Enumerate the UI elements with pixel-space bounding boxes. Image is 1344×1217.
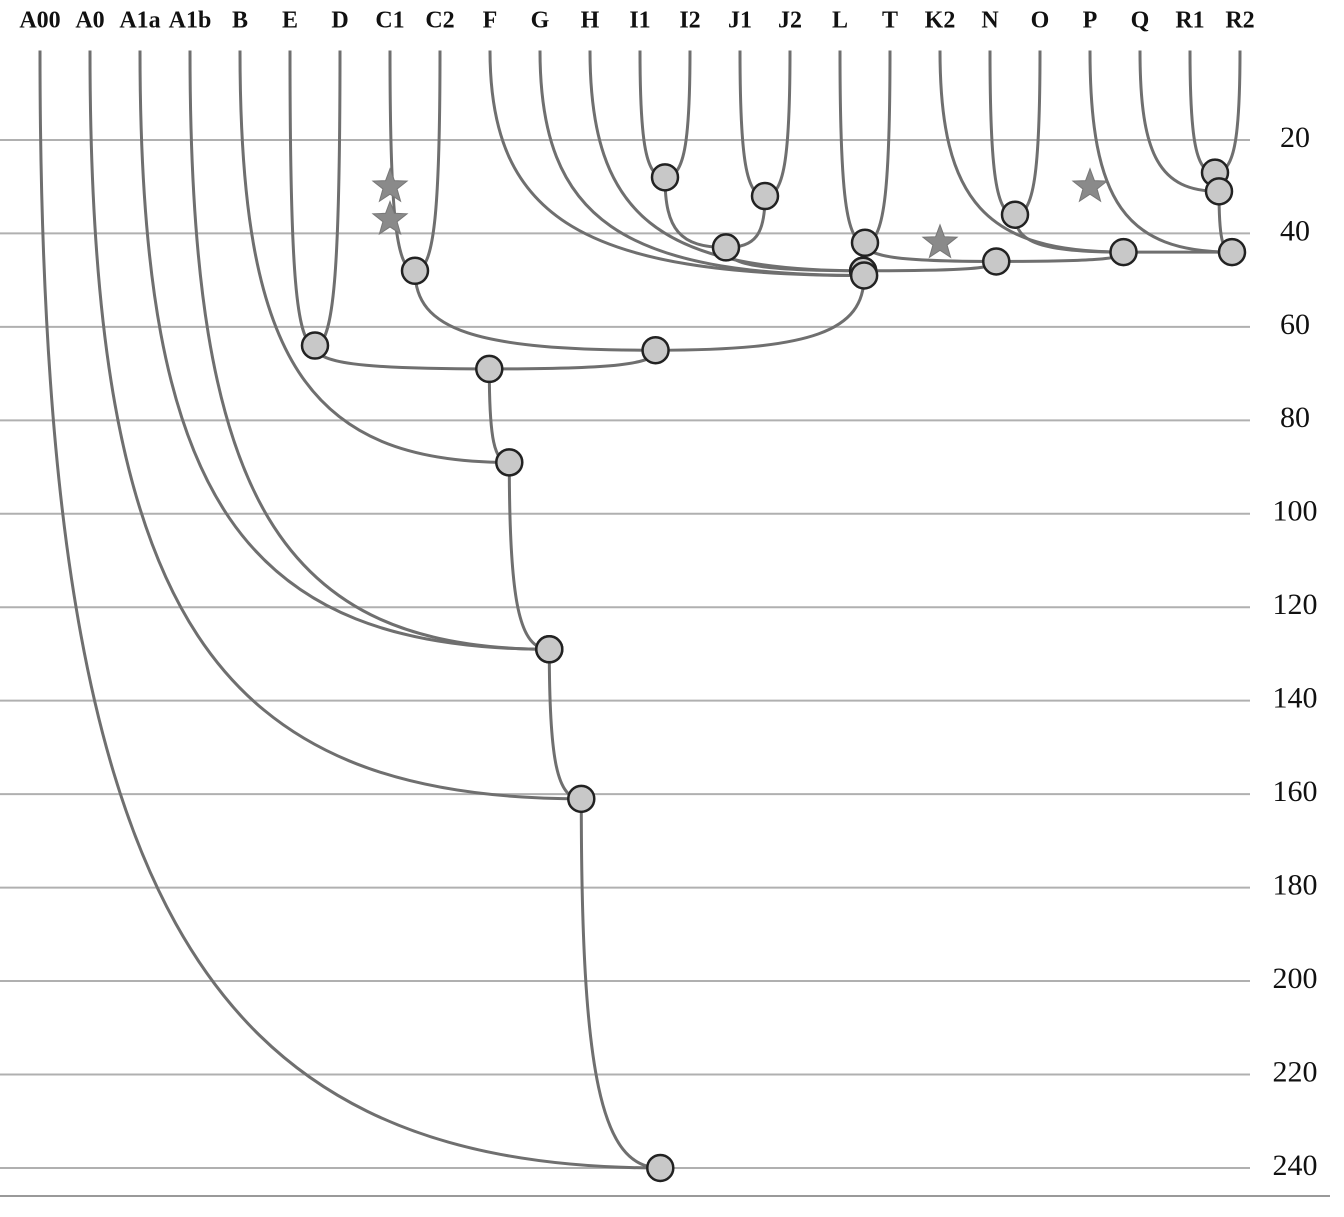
leaf-label: E <box>282 8 298 34</box>
node <box>495 448 524 477</box>
branch <box>1188 50 1216 175</box>
y-tick-label: 140 <box>1273 682 1318 715</box>
leaf-label: T <box>882 8 898 34</box>
node <box>850 228 880 258</box>
leaf-label: J2 <box>778 8 802 34</box>
leaf-label: R1 <box>1175 8 1204 34</box>
leaf-label: C2 <box>425 8 454 34</box>
node <box>400 256 430 286</box>
star <box>921 223 959 259</box>
leaf-label: P <box>1083 8 1098 34</box>
node <box>475 354 504 384</box>
leaf-label: A1b <box>169 8 212 34</box>
y-tick-label: 200 <box>1273 962 1318 995</box>
node <box>567 784 596 814</box>
branch <box>664 50 692 179</box>
branch <box>413 270 656 352</box>
leaf-label: C1 <box>375 8 404 34</box>
node <box>650 163 680 192</box>
branch <box>1214 50 1242 175</box>
branch <box>507 462 550 651</box>
branch <box>188 50 550 651</box>
node <box>646 1153 675 1183</box>
leaf-label: F <box>483 8 498 34</box>
branch <box>313 345 490 371</box>
y-tick-label: 40 <box>1280 214 1310 247</box>
branch <box>655 275 866 352</box>
branch <box>588 50 864 273</box>
node <box>1000 200 1030 229</box>
leaf-label: A0 <box>75 8 104 34</box>
y-tick-label: 80 <box>1280 401 1310 434</box>
node <box>849 261 879 290</box>
branch <box>638 50 666 179</box>
branch <box>388 50 416 273</box>
leaf-label: I2 <box>679 8 700 34</box>
leaf-label: R2 <box>1225 8 1254 34</box>
node <box>711 233 741 262</box>
node <box>1204 177 1234 206</box>
leaf-label: I1 <box>629 8 650 34</box>
y-tick-label: 180 <box>1273 868 1318 901</box>
branch <box>996 251 1125 263</box>
branch <box>988 50 1016 217</box>
node <box>1109 237 1138 267</box>
node <box>750 181 780 211</box>
leaf-label: A1a <box>119 8 160 34</box>
branch <box>38 50 661 1170</box>
leaf-label: N <box>981 8 999 34</box>
leaf-label: G <box>531 8 550 34</box>
y-tick-label: 60 <box>1280 308 1310 341</box>
node <box>535 635 564 664</box>
branch <box>864 50 892 245</box>
branch <box>838 50 866 245</box>
branch <box>489 349 658 371</box>
branch <box>764 50 792 198</box>
y-tick-label: 20 <box>1280 121 1310 154</box>
star <box>371 199 409 236</box>
branch <box>414 50 442 273</box>
y-tick-label: 100 <box>1273 495 1318 528</box>
branch <box>1088 50 1233 254</box>
branch <box>579 798 661 1170</box>
node <box>982 247 1011 276</box>
leaf-label: J1 <box>728 8 752 34</box>
branch <box>314 50 342 348</box>
leaf-label: Q <box>1131 8 1150 34</box>
y-tick-label: 160 <box>1273 775 1318 808</box>
y-tick-label: 220 <box>1273 1055 1318 1088</box>
leaf-label: A00 <box>19 8 60 34</box>
branch <box>88 50 582 801</box>
leaf-label: L <box>832 8 848 34</box>
branch <box>1138 50 1220 193</box>
y-tick-label: 120 <box>1273 588 1318 621</box>
leaf-label: H <box>581 8 600 34</box>
leaf-label: D <box>331 8 348 34</box>
y-tick-label: 240 <box>1273 1149 1318 1182</box>
branch <box>138 50 550 651</box>
node <box>641 335 670 365</box>
leaf-label: K2 <box>925 8 956 34</box>
branch <box>738 50 766 198</box>
branch <box>1014 50 1042 217</box>
branch <box>487 368 510 464</box>
branch <box>238 50 510 464</box>
node <box>1217 237 1247 267</box>
leaf-label: O <box>1031 8 1050 34</box>
branch <box>938 50 1124 254</box>
star <box>1071 167 1109 203</box>
node <box>300 331 330 360</box>
leaf-label: B <box>232 8 248 34</box>
branch <box>288 50 316 348</box>
branch <box>538 50 865 277</box>
branch <box>547 649 582 801</box>
star <box>371 167 409 203</box>
